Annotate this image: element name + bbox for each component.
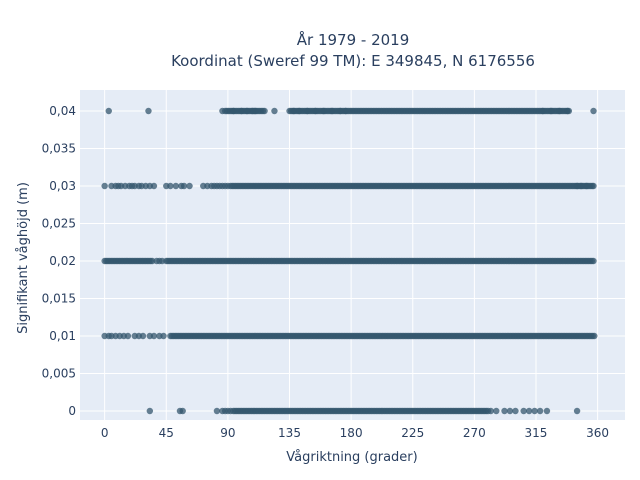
data-point — [124, 332, 132, 340]
y-tick-label: 0,005 — [42, 367, 76, 381]
data-point — [150, 332, 158, 340]
data-point — [139, 332, 147, 340]
data-point — [531, 407, 538, 415]
data-point — [160, 332, 167, 340]
x-tick-label: 45 — [159, 426, 174, 440]
data-point — [180, 182, 188, 190]
data-point — [577, 182, 585, 190]
data-point — [328, 107, 336, 115]
data-point — [145, 107, 152, 115]
data-point — [295, 107, 303, 115]
x-tick-label: 270 — [463, 426, 486, 440]
data-point — [149, 257, 156, 265]
y-tick-label: 0,03 — [49, 179, 76, 193]
x-axis-title: Vågriktning (grader) — [286, 450, 417, 465]
data-point — [506, 407, 514, 415]
data-point — [227, 407, 234, 415]
y-tick-label: 0,02 — [49, 254, 76, 268]
data-point — [573, 407, 581, 415]
data-point — [320, 107, 327, 115]
y-tick-label: 0,035 — [42, 142, 76, 156]
data-point — [243, 107, 251, 115]
data-point — [238, 107, 245, 115]
plot-area — [80, 90, 625, 420]
data-point — [312, 107, 319, 115]
y-axis-ticks: 0 0,005 0,01 0,015 0,02 0,025 0,03 0,035 0,04 — [42, 104, 76, 418]
data-point — [525, 407, 533, 415]
data-point — [539, 107, 547, 115]
y-tick-label: 0,025 — [42, 217, 76, 231]
data-point — [261, 107, 268, 115]
data-point — [590, 257, 597, 265]
data-point — [290, 107, 297, 115]
data-point — [512, 407, 519, 415]
data-point — [493, 407, 500, 415]
data-point — [186, 182, 193, 190]
data-point — [547, 107, 555, 115]
data-point — [105, 107, 112, 115]
data-point — [487, 407, 495, 415]
data-point — [179, 407, 186, 415]
chart-title-line-2: Koordinat (Sweref 99 TM): E 349845, N 61… — [171, 52, 535, 70]
data-point — [224, 182, 232, 190]
data-point — [543, 407, 551, 415]
data-point — [501, 407, 508, 415]
x-tick-label: 135 — [278, 426, 301, 440]
data-point — [172, 182, 180, 190]
data-points — [101, 107, 598, 415]
x-tick-label: 180 — [340, 426, 363, 440]
data-point — [146, 407, 154, 415]
y-tick-label: 0,015 — [42, 292, 76, 306]
data-point — [342, 107, 349, 115]
x-tick-label: 225 — [401, 426, 424, 440]
data-point — [591, 332, 598, 340]
data-point — [252, 107, 259, 115]
data-point — [271, 107, 278, 115]
x-axis-ticks: 0 45 90 135 180 225 270 315 360 — [101, 426, 609, 440]
chart-title-line-1: År 1979 - 2019 — [297, 30, 410, 49]
data-point — [150, 182, 158, 190]
data-point — [219, 107, 226, 115]
x-tick-label: 315 — [525, 426, 548, 440]
data-point — [536, 407, 544, 415]
data-point — [304, 107, 311, 115]
data-point — [213, 407, 221, 415]
data-point — [590, 107, 597, 115]
data-point — [336, 107, 344, 115]
data-point — [520, 407, 527, 415]
data-point — [158, 257, 166, 265]
data-point — [167, 182, 174, 190]
x-tick-label: 90 — [220, 426, 235, 440]
data-point — [583, 182, 590, 190]
y-tick-label: 0 — [68, 404, 76, 418]
data-point — [230, 107, 237, 115]
data-point — [101, 182, 108, 190]
data-point — [590, 182, 597, 190]
x-tick-label: 360 — [586, 426, 609, 440]
data-point — [564, 107, 571, 115]
data-point — [556, 107, 563, 115]
x-tick-label: 0 — [101, 426, 109, 440]
y-axis-title: Signifikant våghöjd (m) — [16, 182, 31, 334]
y-tick-label: 0,01 — [49, 329, 76, 343]
y-tick-label: 0,04 — [49, 104, 76, 118]
